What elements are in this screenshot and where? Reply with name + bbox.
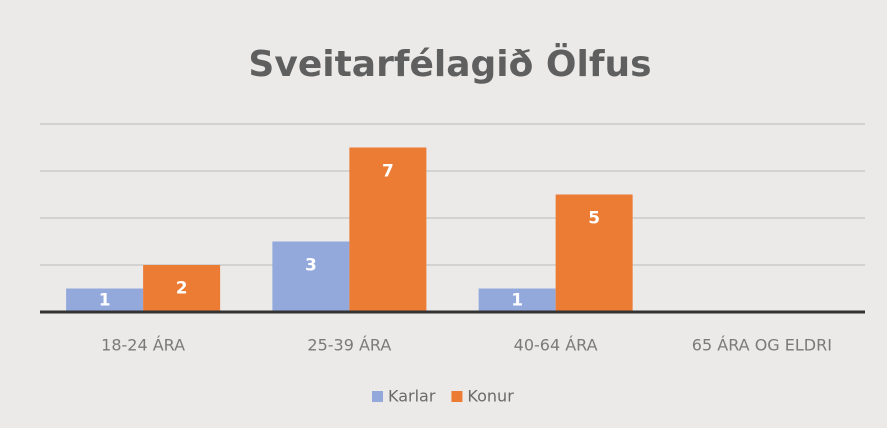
bar: [272, 241, 350, 312]
bar: [66, 288, 144, 312]
bar: [555, 194, 633, 312]
data-label: 7: [382, 162, 394, 182]
data-label: 1: [511, 290, 523, 310]
data-label: 1: [99, 290, 111, 310]
legend-swatch: [451, 391, 463, 402]
x-tick-label: 25-39 ÁRA: [307, 336, 391, 355]
chart-title: Sveitarfélagið Ölfus: [248, 43, 651, 85]
legend-label: Karlar: [388, 387, 436, 406]
data-label: 2: [176, 279, 188, 299]
x-tick-label: 65 ÁRA OG ELDRI: [692, 336, 832, 355]
data-label: 5: [588, 209, 600, 229]
legend-label: Konur: [467, 387, 514, 406]
bar: [349, 147, 427, 312]
x-tick-label: 18-24 ÁRA: [101, 336, 185, 355]
bar: [143, 265, 221, 312]
legend-swatch: [372, 391, 383, 402]
x-tick-label: 40-64 ÁRA: [514, 336, 598, 355]
data-label: 3: [305, 256, 317, 276]
bar: [478, 288, 556, 312]
